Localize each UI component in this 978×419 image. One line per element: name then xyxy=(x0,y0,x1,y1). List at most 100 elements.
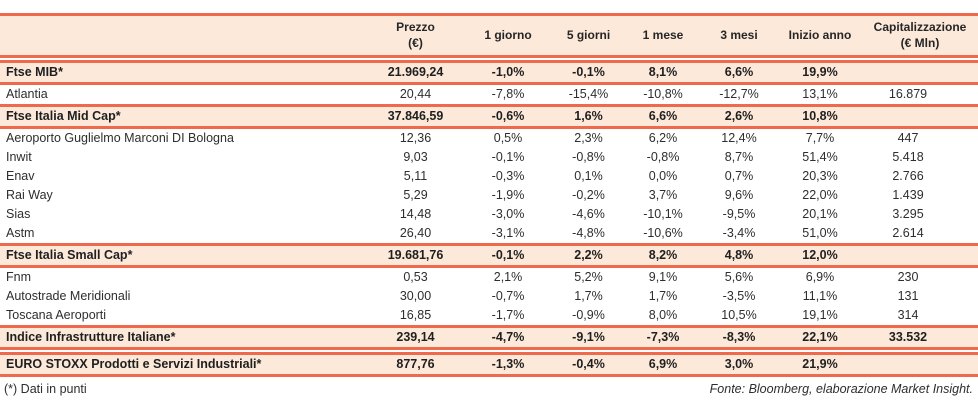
instrument-name: Rai Way xyxy=(6,188,53,202)
instrument-name: Autostrade Meridionali xyxy=(6,289,131,303)
cell-m1: 8,1% xyxy=(626,60,700,85)
stock-row: Aeroporto Guglielmo Marconi DI Bologna 12… xyxy=(0,128,978,149)
cell-prezzo: 0,53 xyxy=(403,270,428,284)
stock-row: Sias 14,48 -3,0% -4,6% -10,1% -9,5% 20,1% 3.295 xyxy=(0,205,978,224)
cell-ytd: 19,9% xyxy=(778,60,862,85)
header-row: Prezzo (€) 1 giorno 5 giorni 1 mese 3 me… xyxy=(0,13,978,58)
footnote: (*) Dati in punti xyxy=(4,382,87,396)
cell-d5: 1,7% xyxy=(574,289,603,303)
col-header-prezzo: Prezzo (€) xyxy=(366,13,465,58)
cell-d5: -9,1% xyxy=(551,325,626,350)
cell-m3: -12,7% xyxy=(719,87,759,101)
cell-m3: 9,6% xyxy=(724,188,754,202)
stock-row: Toscana Aeroporti 16,85 -1,7% -0,9% 8,0% 10,5… xyxy=(0,306,978,327)
cell-d1: -1,9% xyxy=(491,188,525,202)
instrument-name: Astm xyxy=(6,226,35,240)
stock-row: Rai Way 5,29 -1,9% -0,2% 3,7% 9,6% 22,0% 1.439 xyxy=(0,186,978,205)
cell-ytd: 13,1% xyxy=(802,87,838,101)
cell-m3: 2,6% xyxy=(700,104,778,129)
cell-m1: 6,9% xyxy=(626,352,700,377)
cell-m1: -10,1% xyxy=(643,207,683,221)
cell-m1: 8,2% xyxy=(626,243,700,268)
cell-cap xyxy=(862,60,978,85)
instrument-name: EURO STOXX Prodotti e Servizi Industrial… xyxy=(0,352,366,377)
cell-d1: -1,3% xyxy=(465,352,551,377)
cell-prezzo: 37.846,59 xyxy=(366,104,465,129)
cell-ytd: 6,9% xyxy=(805,270,835,284)
market-performance-table: Prezzo (€) 1 giorno 5 giorni 1 mese 3 me… xyxy=(0,13,978,377)
cell-m1: -0,8% xyxy=(646,150,680,164)
cell-m3: 12,4% xyxy=(721,131,757,145)
instrument-name: Ftse Italia Mid Cap* xyxy=(0,104,366,129)
cell-ytd: 19,1% xyxy=(802,308,838,322)
cell-d1: -3,0% xyxy=(491,207,525,221)
index-row: Indice Infrastrutture Italiane* 239,14 -4,… xyxy=(0,325,978,350)
table-footer: (*) Dati in punti Fonte: Bloomberg, elab… xyxy=(0,377,978,396)
cell-d1: -0,1% xyxy=(465,243,551,268)
cell-m3: 5,6% xyxy=(724,270,754,284)
cell-m3: -8,3% xyxy=(700,325,778,350)
index-row: Ftse MIB* 21.969,24 -1,0% -0,1% 8,1% 6,6% 19,9… xyxy=(0,60,978,85)
index-row: Ftse Italia Mid Cap* 37.846,59 -0,6% 1,6% 6,… xyxy=(0,104,978,129)
cell-ytd: 7,7% xyxy=(805,131,835,145)
col-header-1-mese: 1 mese xyxy=(626,13,700,58)
cell-prezzo: 26,40 xyxy=(399,226,432,240)
cell-cap xyxy=(862,104,978,129)
cell-cap: 447 xyxy=(897,131,919,145)
cell-d5: 5,2% xyxy=(574,270,603,284)
cell-m3: -3,4% xyxy=(722,226,756,240)
cell-cap: 16.879 xyxy=(888,87,928,101)
cell-prezzo: 12,36 xyxy=(399,131,432,145)
cell-d5: 0,1% xyxy=(574,169,603,183)
cell-cap: 33.532 xyxy=(862,325,978,350)
stock-row: Enav 5,11 -0,3% 0,1% 0,0% 0,7% 20,3% 2.766 xyxy=(0,167,978,186)
cell-m1: 1,7% xyxy=(648,289,678,303)
cell-m3: 4,8% xyxy=(700,243,778,268)
cell-prezzo: 877,76 xyxy=(366,352,465,377)
cell-d5: -0,1% xyxy=(551,60,626,85)
cell-d5: -0,4% xyxy=(551,352,626,377)
stock-row: Astm 26,40 -3,1% -4,8% -10,6% -3,4% 51,0% 2.614 xyxy=(0,224,978,245)
col-header-instrument xyxy=(0,13,366,58)
cell-m3: -3,5% xyxy=(722,289,756,303)
spacer-row xyxy=(0,348,978,354)
instrument-name: Sias xyxy=(6,207,31,221)
cell-m3: 6,6% xyxy=(700,60,778,85)
cell-d1: -0,6% xyxy=(465,104,551,129)
cell-cap xyxy=(862,352,978,377)
cell-prezzo: 30,00 xyxy=(399,289,432,303)
stock-row: Inwit 9,03 -0,1% -0,8% -0,8% 8,7% 51,4% 5.418 xyxy=(0,148,978,167)
cell-m1: 9,1% xyxy=(648,270,678,284)
source-note: Fonte: Bloomberg, elaborazione Market In… xyxy=(709,382,973,396)
cell-d5: -0,8% xyxy=(572,150,605,164)
cell-cap: 2.614 xyxy=(892,226,924,240)
instrument-name: Fnm xyxy=(6,270,31,284)
cell-d1: -3,1% xyxy=(491,226,525,240)
cell-prezzo: 14,48 xyxy=(399,207,432,221)
cell-d5: 2,2% xyxy=(551,243,626,268)
cell-ytd: 11,1% xyxy=(802,289,838,303)
cell-prezzo: 5,29 xyxy=(403,188,428,202)
cell-ytd: 51,0% xyxy=(802,226,838,240)
cell-m3: -9,5% xyxy=(722,207,756,221)
cell-ytd: 21,9% xyxy=(778,352,862,377)
spacer-row xyxy=(0,56,978,62)
cell-m1: -10,6% xyxy=(643,226,683,240)
cell-m3: 8,7% xyxy=(724,150,754,164)
cell-m1: -10,8% xyxy=(643,87,683,101)
col-header-3-mesi: 3 mesi xyxy=(700,13,778,58)
cell-m1: 8,0% xyxy=(648,308,678,322)
cell-d5: -0,2% xyxy=(572,188,605,202)
cell-m1: -7,3% xyxy=(626,325,700,350)
cell-prezzo: 19.681,76 xyxy=(366,243,465,268)
col-header-1-giorno: 1 giorno xyxy=(465,13,551,58)
cell-cap: 1.439 xyxy=(892,188,924,202)
instrument-name: Toscana Aeroporti xyxy=(6,308,107,322)
cell-ytd: 10,8% xyxy=(778,104,862,129)
cell-m1: 6,6% xyxy=(626,104,700,129)
col-header-capitalizzazione: Capitalizzazione (€ Mln) xyxy=(862,13,978,58)
table-body: Ftse MIB* 21.969,24 -1,0% -0,1% 8,1% 6,6% 19,9… xyxy=(0,60,978,377)
cell-d1: -1,7% xyxy=(491,308,525,322)
cell-d5: -4,6% xyxy=(572,207,605,221)
